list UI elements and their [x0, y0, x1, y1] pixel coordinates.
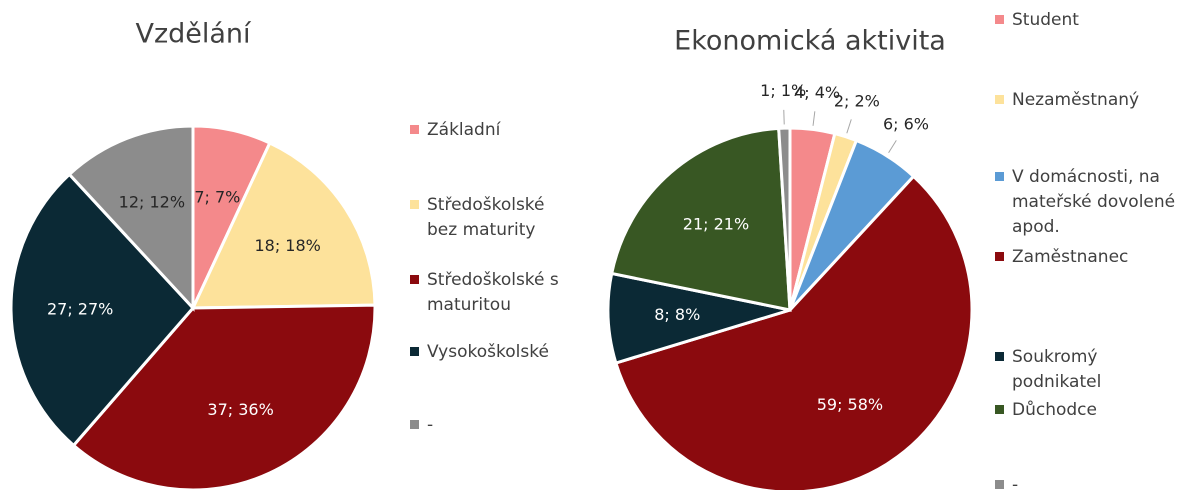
- leader-line: [812, 111, 816, 126]
- legend-swatch: [995, 172, 1004, 181]
- legend-label: Soukromý podnikatel: [1012, 347, 1103, 392]
- legend-swatch: [995, 352, 1004, 361]
- legend-swatch: [995, 252, 1004, 261]
- leader-line: [888, 140, 897, 153]
- legend-swatch: [410, 275, 419, 284]
- data-label: 6; 6%: [883, 114, 929, 133]
- legend-label: -: [427, 415, 433, 435]
- data-label: 8; 8%: [654, 305, 700, 324]
- legend-swatch: [410, 347, 419, 356]
- legend-label: Základní: [427, 120, 502, 140]
- legend-label: Důchodce: [1012, 400, 1097, 420]
- chart-title: Ekonomická aktivita: [674, 26, 946, 57]
- legend-label: V domácnosti, na mateřské dovolené apod.: [1012, 167, 1181, 237]
- legend-label: Vysokoškolské: [427, 342, 549, 362]
- pie-slice: [71, 303, 377, 490]
- leader-line: [846, 119, 852, 134]
- data-label: 4; 4%: [794, 83, 840, 102]
- data-label: 21; 21%: [683, 214, 749, 233]
- pie-slice: [9, 172, 196, 448]
- pie-slice: [67, 124, 195, 312]
- pie-slice: [777, 126, 792, 311]
- data-label: 27; 27%: [47, 299, 113, 318]
- legend-swatch: [410, 200, 419, 209]
- data-label: 2; 2%: [834, 92, 880, 111]
- data-label: 37; 36%: [207, 400, 273, 419]
- legend-swatch: [995, 15, 1004, 24]
- pie-slice: [614, 174, 974, 490]
- legend-label: Středoškolské bez maturity: [427, 195, 550, 240]
- legend-swatch: [995, 480, 1004, 489]
- legend-swatch: [995, 95, 1004, 104]
- legend-swatch: [995, 405, 1004, 414]
- data-label: 12; 12%: [119, 192, 185, 211]
- data-label: 7; 7%: [194, 187, 240, 206]
- pie-slice: [609, 126, 792, 312]
- legend-swatch: [410, 125, 419, 134]
- data-label: 1; 1%: [760, 81, 806, 100]
- data-label: 18; 18%: [254, 236, 320, 255]
- legend-label: -: [1012, 475, 1018, 490]
- data-label: 59; 58%: [817, 395, 883, 414]
- legend-label: Zaměstnanec: [1012, 247, 1128, 267]
- legend-label: Středoškolské s maturitou: [427, 270, 564, 315]
- legend-label: Student: [1012, 10, 1079, 30]
- legend-label: Nezaměstnaný: [1012, 90, 1139, 110]
- pie-slice: [190, 140, 377, 310]
- pie-slice: [606, 271, 791, 365]
- chart-title: Vzdělání: [135, 19, 252, 50]
- legend-swatch: [410, 420, 419, 429]
